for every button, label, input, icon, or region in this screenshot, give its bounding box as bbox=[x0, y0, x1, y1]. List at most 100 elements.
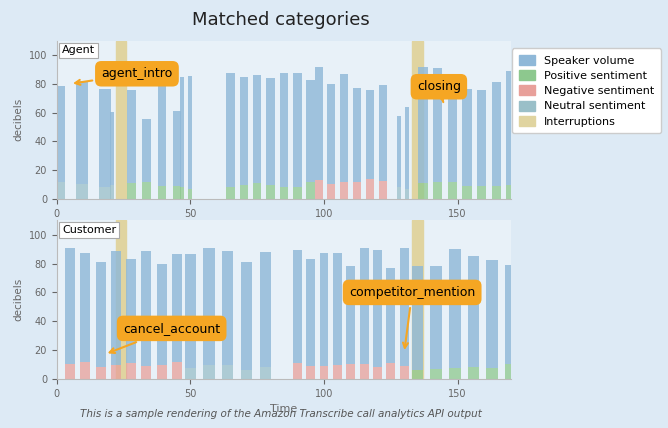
Bar bbox=[110, 112, 114, 185]
Bar bbox=[77, 184, 88, 199]
Bar bbox=[204, 248, 214, 365]
Bar bbox=[100, 187, 111, 199]
Bar bbox=[260, 367, 271, 379]
Bar bbox=[405, 189, 409, 199]
Bar bbox=[65, 364, 75, 379]
Bar bbox=[353, 182, 361, 199]
Bar bbox=[359, 248, 369, 364]
Bar bbox=[293, 73, 301, 187]
Text: Agent: Agent bbox=[62, 45, 96, 55]
Bar bbox=[128, 89, 136, 184]
Bar bbox=[253, 75, 261, 183]
Bar bbox=[405, 107, 409, 189]
Bar bbox=[110, 185, 114, 199]
Bar bbox=[307, 80, 315, 182]
Bar bbox=[486, 260, 498, 368]
Bar bbox=[379, 85, 387, 181]
Bar bbox=[267, 184, 275, 199]
Bar bbox=[373, 250, 382, 367]
Bar bbox=[180, 77, 184, 187]
Bar bbox=[111, 365, 121, 379]
Text: Customer: Customer bbox=[62, 225, 116, 235]
Bar bbox=[142, 119, 151, 182]
Text: cancel_account: cancel_account bbox=[110, 322, 220, 353]
Bar bbox=[462, 186, 472, 199]
Bar bbox=[430, 369, 442, 379]
X-axis label: Time: Time bbox=[271, 404, 297, 414]
Bar bbox=[253, 183, 261, 199]
Bar bbox=[173, 187, 181, 199]
Bar bbox=[418, 67, 428, 183]
Bar bbox=[449, 368, 461, 379]
Bar bbox=[241, 262, 252, 370]
Bar bbox=[77, 80, 88, 184]
Text: Matched categories: Matched categories bbox=[192, 11, 369, 29]
Bar bbox=[240, 77, 248, 185]
Bar bbox=[280, 73, 288, 187]
Bar bbox=[306, 366, 315, 379]
Bar bbox=[386, 268, 395, 363]
Bar bbox=[346, 364, 355, 379]
Bar bbox=[96, 262, 106, 366]
Bar bbox=[293, 250, 302, 363]
Bar bbox=[315, 68, 323, 180]
Text: competitor_mention: competitor_mention bbox=[349, 286, 475, 348]
Bar bbox=[315, 180, 323, 199]
Bar bbox=[126, 363, 136, 379]
Bar bbox=[492, 186, 501, 199]
Bar bbox=[399, 248, 409, 366]
Bar bbox=[397, 116, 401, 187]
Bar bbox=[340, 74, 348, 182]
Bar bbox=[430, 266, 442, 369]
Bar bbox=[241, 370, 252, 379]
Bar bbox=[412, 220, 423, 379]
Bar bbox=[379, 181, 387, 199]
Bar bbox=[319, 253, 329, 366]
Bar bbox=[53, 182, 65, 199]
Text: This is a sample rendering of the Amazon Transcribe call analytics API output: This is a sample rendering of the Amazon… bbox=[79, 409, 482, 419]
Bar bbox=[100, 89, 111, 187]
Bar bbox=[126, 259, 136, 363]
Bar bbox=[142, 251, 152, 366]
Bar bbox=[366, 90, 374, 179]
Bar bbox=[492, 82, 501, 186]
Bar bbox=[412, 41, 423, 199]
Bar bbox=[157, 366, 167, 379]
Bar bbox=[53, 86, 65, 182]
Bar bbox=[433, 68, 442, 182]
Bar bbox=[158, 186, 166, 199]
Bar bbox=[111, 251, 121, 365]
Bar bbox=[340, 182, 348, 199]
Bar bbox=[418, 183, 428, 199]
Bar bbox=[240, 185, 248, 199]
Bar bbox=[505, 364, 517, 379]
Bar bbox=[468, 368, 480, 379]
Bar bbox=[411, 370, 424, 379]
Bar bbox=[65, 248, 75, 364]
Bar bbox=[433, 182, 442, 199]
Bar bbox=[180, 187, 184, 199]
Bar bbox=[222, 251, 233, 365]
Bar bbox=[185, 254, 196, 368]
Bar bbox=[319, 366, 329, 379]
Bar bbox=[188, 76, 192, 189]
Bar bbox=[353, 88, 361, 182]
Bar bbox=[116, 41, 126, 199]
Text: closing: closing bbox=[417, 80, 461, 102]
Bar bbox=[158, 78, 166, 186]
Bar bbox=[448, 182, 457, 199]
Bar bbox=[306, 259, 315, 366]
Bar bbox=[157, 264, 167, 366]
Bar bbox=[204, 365, 214, 379]
Bar bbox=[280, 187, 288, 199]
Bar bbox=[172, 362, 182, 379]
Bar bbox=[80, 253, 90, 363]
Y-axis label: decibels: decibels bbox=[13, 278, 23, 321]
Bar bbox=[346, 267, 355, 364]
Bar bbox=[373, 367, 382, 379]
Bar bbox=[359, 364, 369, 379]
Bar bbox=[267, 78, 275, 184]
Bar bbox=[386, 363, 395, 379]
Y-axis label: decibels: decibels bbox=[13, 98, 23, 142]
Legend: Speaker volume, Positive sentiment, Negative sentiment, Neutral sentiment, Inter: Speaker volume, Positive sentiment, Nega… bbox=[512, 48, 661, 134]
